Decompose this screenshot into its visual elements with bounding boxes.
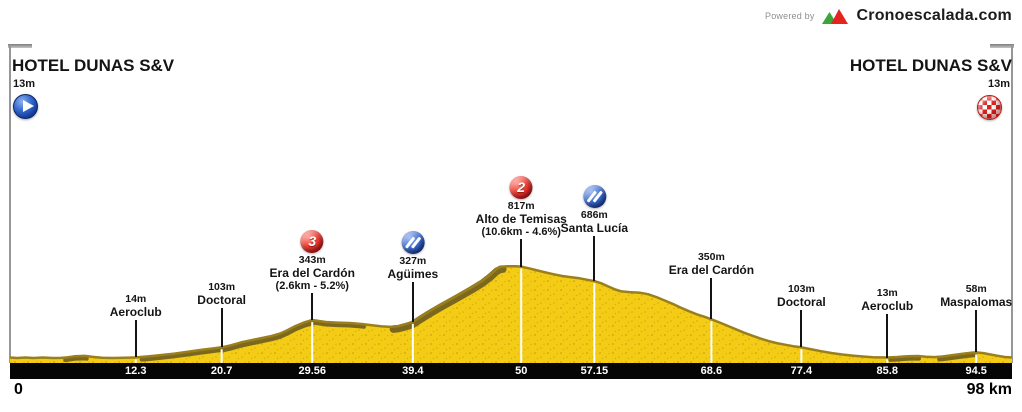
axis-tick-label: 85.8 [876, 365, 898, 377]
steep-slope-shading [63, 356, 89, 363]
waypoint-name: Alto de Temisas [475, 211, 567, 226]
axis-tick-label: 94.5 [965, 365, 987, 377]
axis-start-label: 0 [14, 381, 23, 398]
waypoint-elevation: 103m [787, 283, 815, 296]
steep-slope-shading [312, 320, 366, 329]
axis-bar: 12.3 20.7 29.56 39.4 50 57.15 68.6 77.4 85.8 94.5 [10, 363, 1012, 379]
frame-stub-right [990, 44, 1014, 48]
route-finish-title: HOTEL DUNAS S&V [849, 56, 1012, 75]
waypoint-name: Santa Lucía [560, 220, 629, 235]
waypoint-elevation: 817m [507, 199, 535, 212]
brand-logo-icon [821, 8, 848, 24]
frame-line-left [9, 46, 11, 363]
waypoint-elevation: 58m [965, 283, 987, 296]
waypoint-label: 103m Doctoral [197, 281, 246, 307]
waypoint-name: Aeroclub [109, 304, 162, 319]
waypoint-label: 14m Aeroclub [109, 293, 162, 319]
waypoint-elevation: 103m [208, 281, 236, 294]
waypoint-tick [800, 310, 803, 348]
waypoint-tick [593, 236, 596, 282]
axis-tick-label: 68.6 [700, 365, 723, 377]
brand-link[interactable]: Cronoescalada.com [856, 7, 1012, 24]
waypoint-label: 58m Maspalomas [940, 283, 1013, 309]
waypoint-tick [710, 278, 713, 320]
waypoint-tick [220, 308, 223, 348]
waypoint-tick [411, 282, 414, 322]
powered-by: Powered by Cronoescalada.com [765, 7, 1012, 25]
waypoint-name: Maspalomas [940, 294, 1013, 309]
steep-slope-shading [937, 352, 978, 362]
axis-tick-label: 12.3 [125, 365, 147, 377]
waypoint-elevation: 13m [876, 287, 898, 300]
waypoint-name: Era del Cardón [668, 262, 755, 277]
axis-tick-label: 50 [515, 365, 528, 377]
axis-end-label: 98 km [966, 381, 1012, 398]
waypoint-label: 327m Agüimes [387, 231, 439, 281]
waypoint-name: Agüimes [387, 266, 439, 281]
waypoint-label: 686m Santa Lucía [561, 185, 628, 235]
steep-slope-shading [218, 319, 315, 353]
axis-tick-label: 77.4 [790, 365, 813, 377]
waypoint-tick [975, 310, 978, 353]
terrain-edge [9, 265, 1013, 360]
axis-tick-label: 29.56 [298, 365, 326, 377]
waypoint-tick [886, 314, 889, 358]
waypoint-label: 3 343m Era del Cardón (2.6km - 5.2%) [269, 229, 355, 292]
waypoint-elevation: 14m [125, 293, 147, 306]
axis-tick-label: 57.15 [580, 365, 609, 377]
waypoint-name: Era del Cardón [269, 265, 355, 280]
axis-tick-label: 39.4 [402, 365, 424, 377]
steep-slope-shading [888, 356, 921, 362]
waypoint-label: 2 817m Alto de Temisas (10.6km - 4.6%) [475, 175, 567, 238]
waypoint-climb-detail: (2.6km - 5.2%) [275, 279, 349, 292]
waypoint-elevation: 327m [399, 255, 427, 268]
waypoint-label: 13m Aeroclub [861, 287, 914, 313]
waypoint-tick [311, 293, 314, 321]
waypoint-tick [520, 239, 523, 267]
waypoint-label: 103m Doctoral [777, 283, 826, 309]
route-start-title: HOTEL DUNAS S&V [12, 56, 175, 75]
sprint-badge-icon [401, 231, 425, 255]
finish-checkered-icon [977, 95, 1002, 120]
frame-line-right [1011, 46, 1013, 363]
start-play-icon [13, 94, 38, 119]
waypoint-name: Doctoral [777, 294, 826, 309]
category-3-badge-icon: 3 [300, 229, 324, 253]
route-start-elevation: 13m [13, 78, 36, 90]
sprint-badge-icon [582, 185, 606, 209]
waypoint-climb-detail: (10.6km - 4.6%) [481, 225, 561, 238]
steep-slope-shading [389, 265, 507, 333]
waypoint-name: Doctoral [197, 292, 246, 307]
waypoint-elevation: 350m [697, 251, 725, 264]
axis-tick-label: 20.7 [210, 365, 233, 377]
waypoint-name: Aeroclub [861, 298, 914, 313]
route-finish-elevation: 13m [987, 78, 1010, 90]
waypoint-elevation: 343m [298, 253, 326, 266]
frame-stub-left [8, 44, 32, 48]
waypoint-label: 350m Era del Cardón [668, 251, 755, 277]
waypoint-elevation: 686m [580, 209, 608, 222]
waypoint-tick [134, 320, 137, 358]
steep-slope-shading [139, 347, 224, 362]
category-2-badge-icon: 2 [509, 175, 533, 199]
powered-by-label: Powered by [765, 11, 815, 21]
